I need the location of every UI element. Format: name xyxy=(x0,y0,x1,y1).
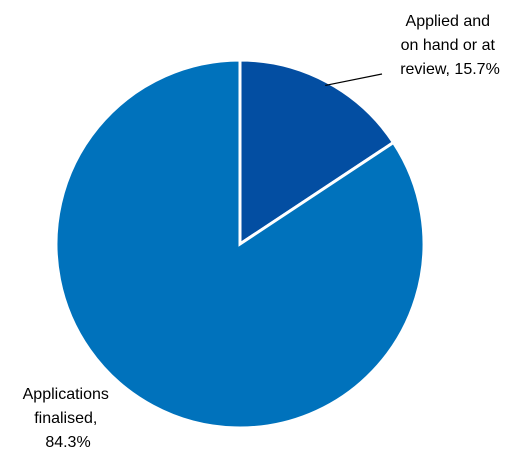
leader-line-applied-on-hand xyxy=(325,73,383,87)
label-applied-on-hand: Applied and on hand or at review, 15.7% xyxy=(400,13,500,78)
slice-applications-finalised xyxy=(54,58,426,430)
pie-slices xyxy=(54,58,426,430)
slice-labels: Applied and on hand or at review, 15.7% … xyxy=(23,13,500,451)
leader-lines xyxy=(325,73,383,87)
label-applications-finalised: Applications finalised, 84.3% xyxy=(23,386,114,451)
slice-applied-on-hand xyxy=(238,58,396,247)
